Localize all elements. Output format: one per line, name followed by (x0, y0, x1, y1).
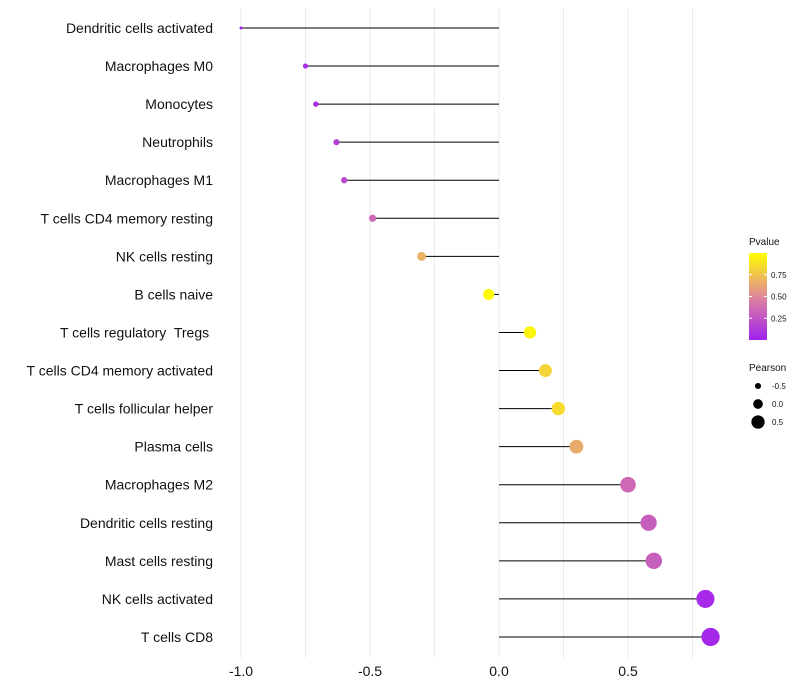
category-label: T cells follicular helper (75, 401, 214, 417)
category-label: B cells naive (134, 286, 213, 302)
lollipop-point (696, 589, 715, 608)
category-label: Dendritic cells resting (80, 515, 213, 531)
lollipop-point (333, 139, 340, 146)
lollipop-point (569, 439, 584, 454)
category-label: T cells CD4 memory resting (41, 210, 213, 226)
color-tick-label: 0.75 (771, 271, 787, 280)
lollipop-point (620, 476, 636, 493)
lollipop-point (483, 288, 495, 300)
category-label: Mast cells resting (105, 553, 213, 569)
size-legend-label: -0.5 (772, 382, 786, 391)
category-label: T cells CD8 (141, 629, 213, 645)
lollipop-point (538, 364, 552, 377)
lollipop-point (341, 177, 348, 184)
category-label: NK cells activated (102, 591, 213, 607)
size-legend-dot (753, 399, 763, 409)
lollipop-point (701, 627, 720, 647)
category-labels: Dendritic cells activated Macrophages M0 M… (27, 20, 214, 645)
color-tick-label: 0.50 (771, 293, 787, 302)
size-legend-dot (754, 382, 762, 390)
category-label: Macrophages M1 (105, 172, 213, 188)
category-label: Macrophages M0 (105, 58, 213, 74)
lollipop-point (302, 63, 309, 69)
category-label: NK cells resting (116, 248, 213, 264)
lollipop-point (551, 401, 566, 416)
x-tick-label: 0.5 (618, 663, 638, 679)
x-tick-label: 0.0 (489, 663, 509, 679)
lollipop-point (368, 214, 377, 222)
size-legend-label: 0.0 (772, 400, 784, 409)
category-label: Dendritic cells activated (66, 20, 213, 36)
color-tick-label: 0.25 (771, 314, 787, 323)
category-label: Neutrophils (142, 134, 213, 150)
lollipop-stems (241, 27, 711, 638)
x-tick-label: -0.5 (358, 663, 382, 679)
category-label: T cells regulatory Tregs (60, 324, 213, 340)
category-label: T cells CD4 memory activated (27, 363, 213, 379)
category-label: Macrophages M2 (105, 477, 213, 493)
grid-lines (240, 8, 693, 658)
x-tick-label: -1.0 (229, 663, 253, 679)
lollipop-point (239, 26, 243, 30)
color-bar (749, 253, 767, 340)
lollipop-point (313, 101, 319, 107)
lollipop-point (640, 514, 657, 531)
color-legend-title: Pvalue (749, 237, 780, 248)
category-label: Monocytes (145, 96, 213, 112)
category-label: Plasma cells (134, 439, 213, 455)
size-legend-label: 0.5 (772, 418, 784, 427)
lollipop-point (417, 251, 427, 261)
lollipop-points (239, 26, 720, 647)
legend: Pvalue 0.25 0.50 0.75 Pearson -0.5 0.0 0.5 (749, 237, 787, 429)
lollipop-point (523, 326, 537, 339)
size-legend-title: Pearson (749, 363, 786, 374)
size-legend-dot (751, 415, 765, 429)
lollipop-point (645, 552, 663, 570)
x-axis-ticks: -1.0 -0.5 0.0 0.5 (229, 663, 638, 679)
